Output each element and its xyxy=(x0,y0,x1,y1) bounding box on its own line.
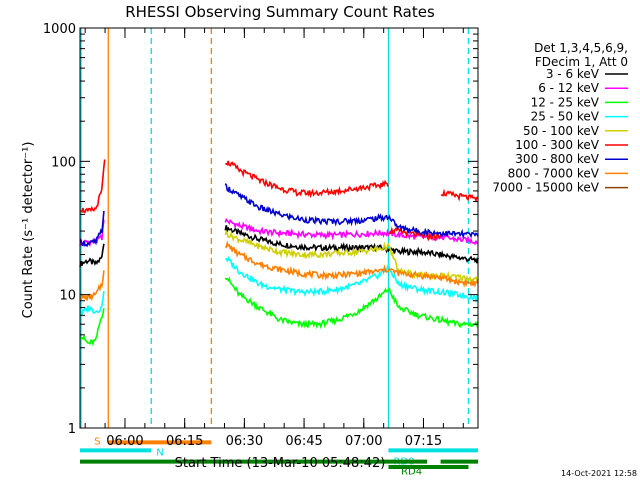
y-tick-label: 1000 xyxy=(43,22,76,37)
legend-header-line: Det 1,3,4,5,6,9, xyxy=(534,41,628,55)
plot-frame xyxy=(79,27,479,429)
x-tick-label: 06:45 xyxy=(285,434,322,449)
x-tick-label: 07:15 xyxy=(405,434,442,449)
legend-entry-label: 7000 - 15000 keV xyxy=(492,181,599,195)
y-axis-label: Count Rate (s⁻¹ detector⁻¹) xyxy=(21,142,36,319)
series-line xyxy=(225,160,389,199)
legend-entry-label: 6 - 12 keV xyxy=(538,81,600,95)
y-tick-label: 1 xyxy=(68,422,76,437)
series-lines xyxy=(79,159,479,347)
flag-label: N xyxy=(156,447,163,458)
series-line xyxy=(224,225,479,264)
footer-timestamp: 14-Oct-2021 12:58 xyxy=(561,469,637,478)
series-line xyxy=(79,210,105,248)
x-tick-label: 07:00 xyxy=(345,434,382,449)
x-tick-label: 06:00 xyxy=(106,434,143,449)
flag-label: RD4 xyxy=(401,467,422,478)
x-tick-label: 06:30 xyxy=(226,434,263,449)
y-axis-ticks: 1 10 100 1000 xyxy=(43,22,478,437)
y-tick-label: 10 xyxy=(59,289,76,304)
legend-entry-label: 25 - 50 keV xyxy=(531,110,600,124)
legend-entry-label: 50 - 100 keV xyxy=(523,124,600,138)
legend-entry-label: 100 - 300 keV xyxy=(515,138,599,152)
series-line xyxy=(79,307,105,347)
legend-entry-label: 300 - 800 keV xyxy=(515,152,599,166)
legend-entry-label: 12 - 25 keV xyxy=(531,95,600,109)
x-axis-label: Start Time (13-Mar-10 05:48:42) xyxy=(175,456,386,471)
series-line xyxy=(224,240,479,288)
y-tick-label: 100 xyxy=(51,155,76,170)
series-line xyxy=(224,229,479,284)
legend-header-line: FDecim 1, Att 0 xyxy=(535,55,628,69)
x-tick-label: 06:15 xyxy=(166,434,203,449)
series-line xyxy=(225,255,479,304)
instrument-flags: SNRD0RD4 xyxy=(80,436,478,478)
series-line xyxy=(79,243,105,268)
legend-entry-label: 800 - 7000 keV xyxy=(508,166,600,180)
series-line xyxy=(224,276,479,330)
series-line xyxy=(79,270,105,302)
legend: Det 1,3,4,5,6,9,FDecim 1, Att 03 - 6 keV… xyxy=(492,41,628,195)
series-line xyxy=(79,159,106,214)
x-axis-ticks: 06:00 06:15 06:30 06:45 07:00 07:15 xyxy=(84,28,464,449)
vertical-markers xyxy=(80,28,470,428)
flag-label: S xyxy=(94,436,100,447)
series-line xyxy=(224,183,479,240)
legend-entry-label: 3 - 6 keV xyxy=(546,67,600,81)
series-line xyxy=(440,188,479,203)
chart-title: RHESSI Observing Summary Count Rates xyxy=(125,3,435,21)
series-line xyxy=(79,291,105,318)
